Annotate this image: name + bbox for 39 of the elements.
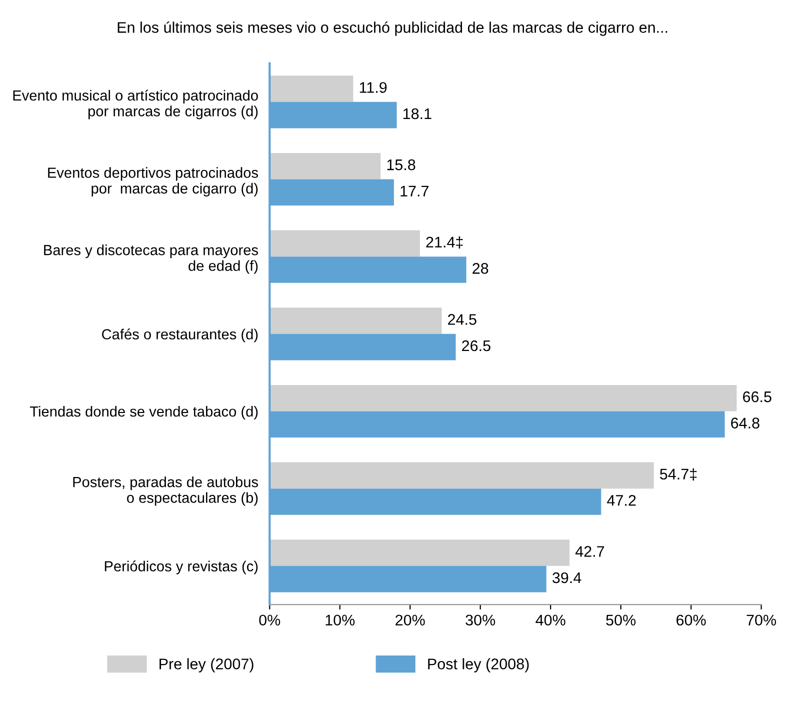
y-tick-label: Posters, paradas de autobus o espectaculares (b) [73, 476, 258, 506]
legend-label: Pre ley (2007) [160, 658, 254, 672]
data-label: 15.8 [387, 159, 416, 170]
x-tick-label: 30% [466, 614, 496, 626]
data-label: 18.1 [403, 108, 432, 120]
y-tick-label: Tiendas donde se vende tabaco (d) [30, 406, 258, 420]
data-label: 17.7 [400, 186, 428, 196]
x-tick-label: 10% [326, 614, 355, 626]
data-label: 47.2 [607, 495, 636, 506]
data-label: 66.5 [743, 391, 772, 402]
legend-label: Post ley (2008) [428, 658, 529, 672]
bar [270, 152, 381, 180]
x-tick-label: 60% [676, 614, 706, 626]
y-tick-label: Evento musical o artístico patrocinado por marcas de cigarros (d) [13, 90, 258, 120]
y-tick-label: Bares y discotecas para mayores de edad (f) [44, 244, 258, 274]
bar [270, 384, 737, 412]
bar [270, 540, 570, 566]
bar [270, 462, 654, 489]
x-tick-label: 40% [536, 614, 566, 626]
data-label: 21.4‡ [426, 236, 463, 248]
y-tick-label: Cafés o restaurantes (d) [102, 328, 258, 342]
x-tick-label: 0% [259, 614, 280, 626]
x-tick-label: 50% [606, 614, 636, 626]
bar [270, 76, 354, 102]
chart-title: En los últimos seis meses vio o escuchó publicidad de las marcas de cigarro en... [118, 21, 668, 36]
data-label: 54.7‡ [660, 468, 697, 480]
y-tick-label: Periódicos y revistas (c) [104, 560, 258, 574]
bar [270, 230, 420, 257]
data-label: 11.9 [360, 82, 387, 93]
data-label: 26.5 [462, 340, 490, 352]
y-tick-label: Eventos deportivos patrocinados por marcas de cigarro (d) [48, 167, 258, 196]
x-tick-label: 20% [396, 614, 425, 626]
data-label: 39.4 [552, 572, 582, 584]
data-label: 24.5 [448, 314, 476, 325]
data-label: 42.7 [575, 546, 604, 557]
data-label: 28 [472, 263, 488, 274]
bar [270, 308, 442, 334]
data-label: 64.8 [731, 418, 760, 428]
x-tick-label: 70% [746, 614, 776, 626]
